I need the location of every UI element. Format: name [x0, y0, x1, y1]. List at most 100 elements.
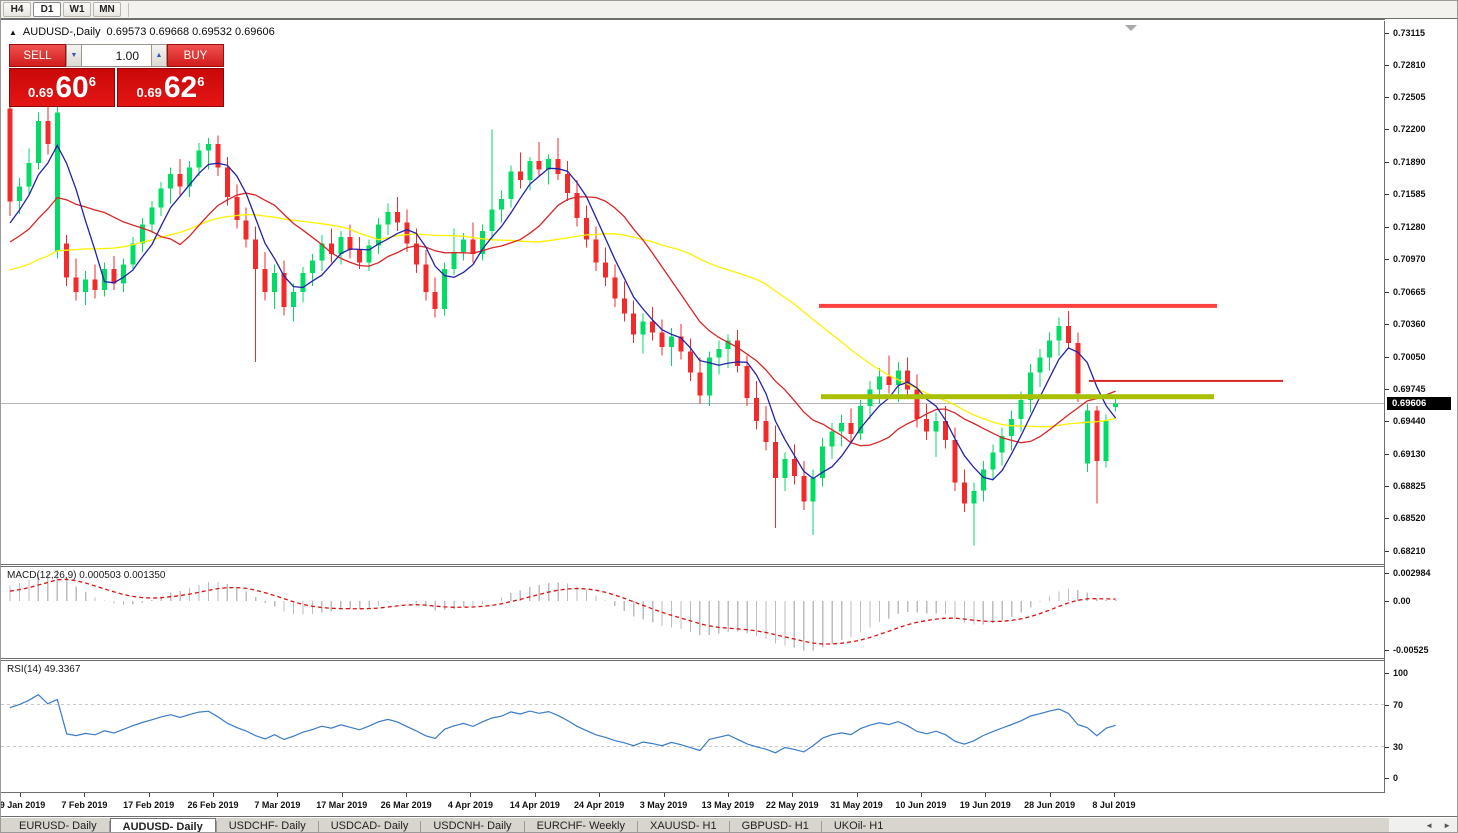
date-tick-label: 24 Apr 2019 [574, 800, 625, 810]
price-tick-label: 0.71585 [1393, 189, 1426, 200]
date-tick [213, 793, 215, 797]
rsi-tick-label: 100 [1393, 668, 1409, 678]
tab-divider [636, 821, 638, 832]
price-tick-label: 0.71280 [1393, 221, 1426, 232]
price-tick-label: 0.68520 [1393, 513, 1426, 524]
rsi-tick-label: 0 [1393, 773, 1399, 783]
date-tick-label: 22 May 2019 [765, 800, 819, 810]
volume-decrease-icon[interactable]: ▼ [66, 44, 82, 67]
date-tick-label: 13 May 2019 [701, 800, 755, 810]
axis-tick [1385, 226, 1389, 228]
price-tick-label: 0.69440 [1393, 416, 1426, 427]
date-tick-label: 26 Feb 2019 [187, 800, 239, 810]
date-axis[interactable]: 29 Jan 2019 7 Feb 2019 17 Feb 2019 26 Feb 2… [1, 793, 1457, 817]
tab-scroll-controls: ◄ ► [1389, 818, 1457, 832]
buy-price-prefix: 0.69 [136, 85, 162, 100]
timeframe-button-w1[interactable]: W1 [63, 2, 91, 17]
price-tick-label: 0.72810 [1393, 59, 1426, 70]
tab-divider [523, 821, 525, 832]
volume-stepper: ▼ 1.00 ▲ [66, 44, 167, 67]
date-tick [84, 793, 86, 797]
date-tick-label: 19 Jun 2019 [959, 800, 1011, 810]
axis-tick [1385, 64, 1389, 66]
panel-separator[interactable] [1, 658, 1457, 661]
macd-indicator-canvas[interactable] [1, 567, 1384, 658]
symbol-period-label: AUDUSD-,Daily [22, 26, 101, 38]
date-tick [534, 793, 536, 797]
sell-button[interactable]: SELL [9, 44, 66, 67]
date-tick-label: 4 Apr 2019 [447, 800, 494, 810]
price-tick-label: 0.72200 [1393, 124, 1426, 135]
tab-scroll-left-icon[interactable]: ◄ [1425, 821, 1434, 830]
toolbar-separator [128, 2, 129, 17]
date-tick [1049, 793, 1051, 797]
axis-tick [1385, 518, 1389, 520]
axis-tick [1385, 650, 1389, 652]
chart-tab-eurusd[interactable]: EURUSD- Daily [19, 820, 97, 832]
timeframe-button-h4[interactable]: H4 [3, 2, 31, 17]
price-tick-label: 0.73115 [1393, 27, 1426, 38]
date-tick [792, 793, 794, 797]
date-tick [599, 793, 601, 797]
price-chart-canvas[interactable] [1, 21, 1384, 564]
date-tick-label: 14 Apr 2019 [509, 800, 560, 810]
chart-tab-eurchf[interactable]: EURCHF- Weekly [536, 820, 625, 832]
sell-price-pip: 6 [88, 74, 96, 89]
timeframe-button-d1[interactable]: D1 [33, 2, 61, 17]
tab-divider [420, 821, 422, 832]
rsi-tick-label: 30 [1393, 741, 1404, 752]
price-tick-label: 0.68210 [1393, 546, 1426, 556]
axis-tick [1385, 673, 1389, 674]
date-tick-label: 17 Mar 2019 [316, 800, 368, 810]
chart-tab-audusd[interactable]: AUDUSD- Daily [109, 818, 216, 832]
macd-signal-line [9, 578, 1116, 645]
price-marker-segment [1089, 379, 1283, 382]
timeframe-toolbar: H4 D1 W1 MN [1, 1, 1457, 19]
date-tick [341, 793, 343, 797]
tab-divider [108, 821, 110, 832]
sell-price-box[interactable]: 0.69 60 6 [9, 68, 115, 107]
buy-price-box[interactable]: 0.69 62 6 [117, 68, 224, 107]
candlestick-series [7, 94, 1119, 546]
chart-tab-gbpusd[interactable]: GBPUSD- H1 [741, 820, 809, 832]
resistance-line [819, 303, 1217, 308]
axis-tick [1385, 129, 1389, 131]
axis-tick [1385, 551, 1389, 552]
chart-tab-usdcnh[interactable]: USDCNH- Daily [433, 820, 512, 832]
tab-divider [728, 821, 730, 832]
volume-input[interactable]: 1.00 [82, 44, 151, 67]
axis-tick [1385, 573, 1389, 575]
rsi-label: RSI(14) 49.3367 [7, 664, 81, 675]
axis-tick [1385, 601, 1389, 602]
current-price-badge: 0.69606 [1387, 396, 1451, 410]
tab-scroll-right-icon[interactable]: ► [1443, 821, 1451, 830]
axis-tick [1385, 323, 1389, 325]
buy-button[interactable]: BUY [167, 44, 224, 67]
timeframe-button-mn[interactable]: MN [93, 2, 121, 17]
chart-tab-ukoil[interactable]: UKOil- H1 [833, 820, 884, 832]
medium-ma-line [9, 192, 1116, 447]
chart-tab-usdchf[interactable]: USDCHF- Daily [228, 820, 306, 832]
buy-price-big: 62 [163, 71, 198, 104]
panel-separator [1, 19, 1457, 21]
volume-increase-icon[interactable]: ▲ [151, 44, 167, 67]
tab-divider [820, 821, 822, 832]
ohlc-values: 0.69573 0.69668 0.69532 0.69606 [106, 26, 275, 38]
chart-tab-xauusd[interactable]: XAUUSD- H1 [649, 820, 717, 832]
rsi-indicator-canvas[interactable] [1, 661, 1384, 792]
fast-ma-line [9, 144, 1117, 481]
price-tick-label: 0.70360 [1393, 318, 1426, 329]
macd-label: MACD(12,26,9) 0.000503 0.001350 [7, 570, 166, 581]
date-tick [856, 793, 858, 797]
panel-separator[interactable] [1, 564, 1457, 567]
expand-chart-icon[interactable]: ▲ [9, 27, 17, 37]
axis-tick [1385, 291, 1389, 293]
date-tick [920, 793, 922, 797]
buy-price-pip: 6 [197, 74, 205, 89]
axis-tick [1385, 778, 1389, 779]
chart-tab-usdcad[interactable]: USDCAD- Daily [330, 820, 409, 832]
price-tick-label: 0.70970 [1393, 254, 1426, 265]
date-tick [20, 793, 21, 797]
axis-tick [1385, 421, 1389, 423]
